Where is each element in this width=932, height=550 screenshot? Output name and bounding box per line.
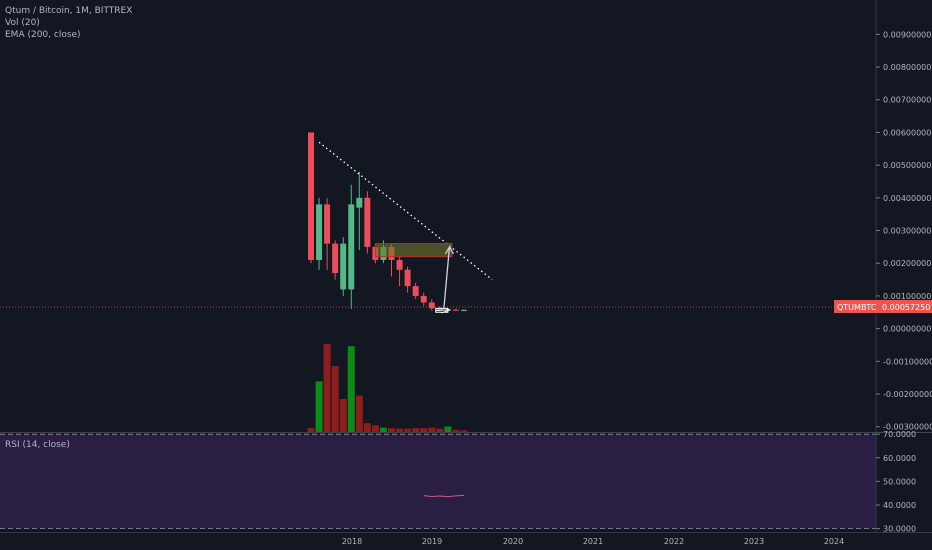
rsi-legend[interactable]: RSI (14, close) [5, 440, 70, 450]
price-tick-label: 0.00000000 [883, 325, 931, 334]
price-tick-label: 0.00600000 [883, 128, 931, 137]
volume-bar [436, 428, 444, 432]
rsi-tick-label: 30.0000 [883, 525, 916, 534]
volume-bar [396, 428, 404, 432]
volume-bar [307, 428, 315, 432]
volume-bar [323, 344, 331, 432]
ema-legend[interactable]: EMA (200, close) [5, 30, 81, 40]
time-tick-label: 2024 [824, 537, 844, 546]
rsi-tick-label: 40.0000 [883, 501, 916, 510]
volume-bar [339, 399, 347, 432]
volume-bar [331, 366, 339, 432]
candle-body [332, 243, 339, 274]
drawing-annotations [318, 141, 493, 314]
price-tick-label: 0.00700000 [883, 96, 931, 105]
candle-body [412, 286, 419, 296]
price-tick-label: -0.00300000 [883, 423, 932, 432]
candle-body [324, 204, 331, 244]
volume-bar [371, 425, 379, 432]
rsi-band-fill [0, 434, 876, 529]
volume-bar [460, 430, 468, 432]
time-tick-label: 2022 [664, 537, 684, 546]
price-tick-label: 0.00500000 [883, 161, 931, 170]
candle-body [348, 204, 355, 290]
time-tick-label: 2023 [744, 537, 764, 546]
candle-body [316, 204, 323, 260]
arrow-head [444, 245, 455, 255]
time-tick-label: 2018 [342, 537, 362, 546]
volume-bar [420, 428, 428, 432]
candle-body [356, 197, 363, 208]
volume-bar [452, 429, 460, 432]
volume-bar [428, 427, 436, 432]
time-axis[interactable]: 2018 2019 2020 2021 2022 2023 2024 [0, 532, 932, 547]
candle-body [452, 309, 459, 311]
last-price-tag: QTUMBTC 0.00057250 [834, 300, 932, 313]
volume-bar [412, 428, 420, 432]
symbol-legend[interactable]: Qtum / Bitcoin, 1M, BITTREX [5, 6, 133, 16]
candle-body [420, 295, 427, 303]
projection-arrow [443, 246, 451, 310]
price-tick-label: 0.00100000 [883, 292, 931, 301]
rsi-tick-label: 50.0000 [883, 477, 916, 486]
time-tick-label: 2021 [583, 537, 603, 546]
price-tick-label: 0.00900000 [883, 30, 931, 39]
price-tick-label: 0.00300000 [883, 227, 931, 236]
candle-body [460, 309, 467, 311]
volume-bar [388, 428, 395, 432]
volume-legend[interactable]: Vol (20) [5, 18, 40, 28]
rsi-tick-label: 60.0000 [883, 454, 916, 463]
candle-body [308, 132, 314, 260]
price-tick-label: -0.00200000 [883, 390, 932, 399]
time-tick-label: 2019 [422, 537, 442, 546]
volume-bar [355, 395, 363, 432]
rsi-line [423, 494, 464, 498]
volume-bar [379, 427, 387, 432]
base-sketch-line [435, 309, 451, 314]
candle-body [436, 308, 443, 310]
volume-bar [404, 428, 412, 432]
candle-body [396, 259, 403, 270]
resistance-zone [374, 243, 453, 258]
volume-bar [347, 346, 355, 432]
price-tick-label: 0.00200000 [883, 259, 931, 268]
price-tick-label: 0.00400000 [883, 194, 931, 203]
rsi-tick-label: 70.0000 [883, 430, 916, 439]
volume-bar [315, 381, 323, 432]
volume-series [307, 344, 468, 432]
chart-legend: Qtum / Bitcoin, 1M, BITTREX Vol (20) EMA… [5, 5, 132, 41]
candle-body [404, 269, 411, 287]
price-axis[interactable]: 0.00900000 0.00800000 0.00700000 0.00600000… [875, 0, 932, 432]
price-tag-symbol: QTUMBTC [837, 303, 877, 312]
price-tag-value: 0.00057250 [882, 303, 930, 312]
candle-body [364, 197, 371, 247]
price-tick-label: -0.00100000 [883, 357, 932, 366]
candle-body [428, 302, 435, 309]
volume-bar [363, 423, 371, 432]
volume-bar [444, 426, 452, 432]
rsi-pane: 70.0000 60.0000 50.0000 40.0000 30.0000 [0, 430, 932, 534]
dotted-trendline [318, 141, 493, 281]
candle-body [340, 243, 347, 290]
price-tick-label: 0.00800000 [883, 63, 931, 72]
time-tick-label: 2020 [503, 537, 523, 546]
